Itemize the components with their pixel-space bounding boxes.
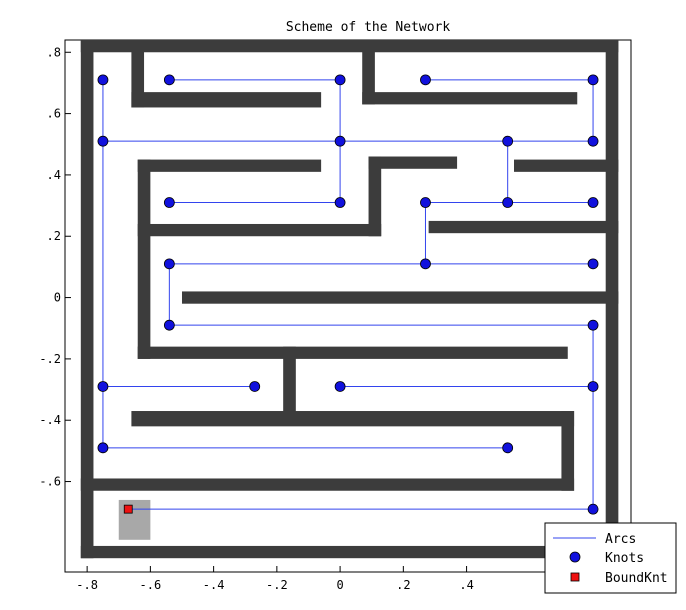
y-tick-label-0: .8	[47, 45, 61, 59]
maze-wall-12	[137, 159, 151, 359]
knot-9	[163, 197, 175, 208]
knot-21	[334, 381, 346, 392]
knot-16	[587, 258, 599, 270]
bound-knot-0	[123, 504, 133, 514]
legend-knots-label: Knots	[605, 551, 644, 566]
x-tick-label-5: .2	[396, 578, 410, 592]
maze-wall-11	[514, 159, 619, 172]
knot-25	[587, 503, 599, 515]
x-tick-label-1: -.6	[140, 578, 162, 592]
knot-23	[97, 442, 109, 454]
knot-20	[249, 381, 261, 392]
maze-wall-19	[561, 411, 575, 491]
y-tick-label-7: -.6	[39, 475, 61, 489]
maze-wall-16	[137, 346, 568, 359]
knot-11	[420, 197, 431, 208]
knot-12	[502, 197, 514, 208]
legend-boundknt-sample	[570, 572, 580, 582]
knot-19	[97, 381, 109, 392]
knot-17	[163, 319, 175, 331]
x-tick-label-3: -.2	[266, 578, 288, 592]
knot-18	[587, 319, 599, 331]
legend-boundknt-label: BoundKnt	[605, 571, 668, 586]
maze-wall-17	[283, 346, 296, 418]
legend: Arcs Knots BoundKnt	[544, 522, 677, 594]
knot-6	[334, 135, 346, 147]
x-axis-ticks: -.8 -.6 -.4 -.2 0 .2 .4	[76, 566, 474, 592]
maze-wall-6	[362, 92, 578, 105]
y-tick-label-5: -.2	[39, 352, 61, 366]
chart-title: Scheme of the Network	[286, 20, 451, 35]
maze-wall-8	[137, 159, 322, 172]
knot-3	[420, 74, 431, 86]
y-tick-label-4: 0	[54, 291, 61, 305]
y-tick-label-1: .6	[47, 107, 61, 121]
maze-wall-9	[368, 156, 458, 169]
knot-10	[334, 197, 346, 208]
maze-wall-1	[80, 545, 619, 559]
x-tick-label-6: .4	[459, 578, 473, 592]
legend-arcs-label: Arcs	[605, 532, 636, 547]
legend-knots-sample	[569, 551, 581, 563]
x-tick-label-0: -.8	[76, 578, 98, 592]
knot-5	[97, 135, 109, 147]
maze-wall-18	[131, 411, 575, 427]
bound-region	[118, 499, 151, 540]
knot-2	[334, 74, 346, 86]
maze-wall-0	[80, 40, 619, 53]
knot-22	[587, 381, 599, 392]
knot-24	[502, 442, 514, 454]
x-tick-label-2: -.4	[203, 578, 225, 592]
knot-15	[420, 258, 431, 270]
maze-wall-4	[131, 92, 322, 108]
maze-wall-10	[368, 156, 382, 237]
knot-0	[97, 74, 109, 86]
y-tick-label-3: .2	[47, 229, 61, 243]
maze-wall-7	[362, 40, 375, 105]
y-axis-ticks: .8 .6 .4 .2 0 -.2 -.4 -.6	[39, 45, 71, 489]
knot-8	[587, 135, 599, 147]
knots-layer	[97, 74, 599, 515]
knot-14	[163, 258, 175, 270]
knot-1	[163, 74, 175, 86]
maze-wall-2	[80, 40, 94, 559]
x-tick-label-4: 0	[336, 578, 343, 592]
maze-wall-13	[137, 223, 382, 237]
maze-walls	[80, 40, 619, 559]
maze-wall-5	[131, 40, 145, 108]
y-tick-label-6: -.4	[39, 413, 61, 427]
bound-region-layer	[118, 499, 151, 540]
maze-wall-20	[80, 478, 575, 491]
maze-wall-14	[428, 220, 619, 234]
knot-13	[587, 197, 599, 208]
maze-wall-15	[181, 291, 619, 304]
legend-box	[544, 522, 677, 594]
knot-7	[502, 135, 514, 147]
knot-4	[587, 74, 599, 86]
y-tick-label-2: .4	[47, 168, 61, 182]
